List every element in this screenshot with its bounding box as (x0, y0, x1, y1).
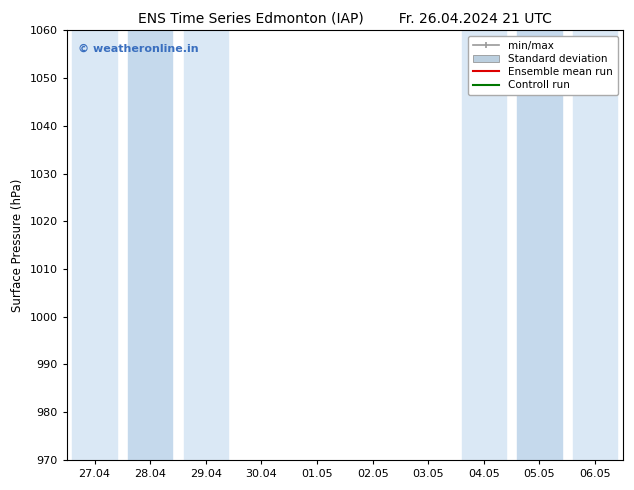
Text: © weatheronline.in: © weatheronline.in (78, 43, 198, 53)
Bar (184, 30, 228, 460)
Bar (128, 30, 172, 460)
Bar (462, 30, 506, 460)
Y-axis label: Surface Pressure (hPa): Surface Pressure (hPa) (11, 178, 24, 312)
Legend: min/max, Standard deviation, Ensemble mean run, Controll run: min/max, Standard deviation, Ensemble me… (468, 36, 618, 96)
Title: ENS Time Series Edmonton (IAP)        Fr. 26.04.2024 21 UTC: ENS Time Series Edmonton (IAP) Fr. 26.04… (138, 11, 552, 25)
Bar (72, 30, 117, 460)
Bar (573, 30, 618, 460)
Bar (517, 30, 562, 460)
